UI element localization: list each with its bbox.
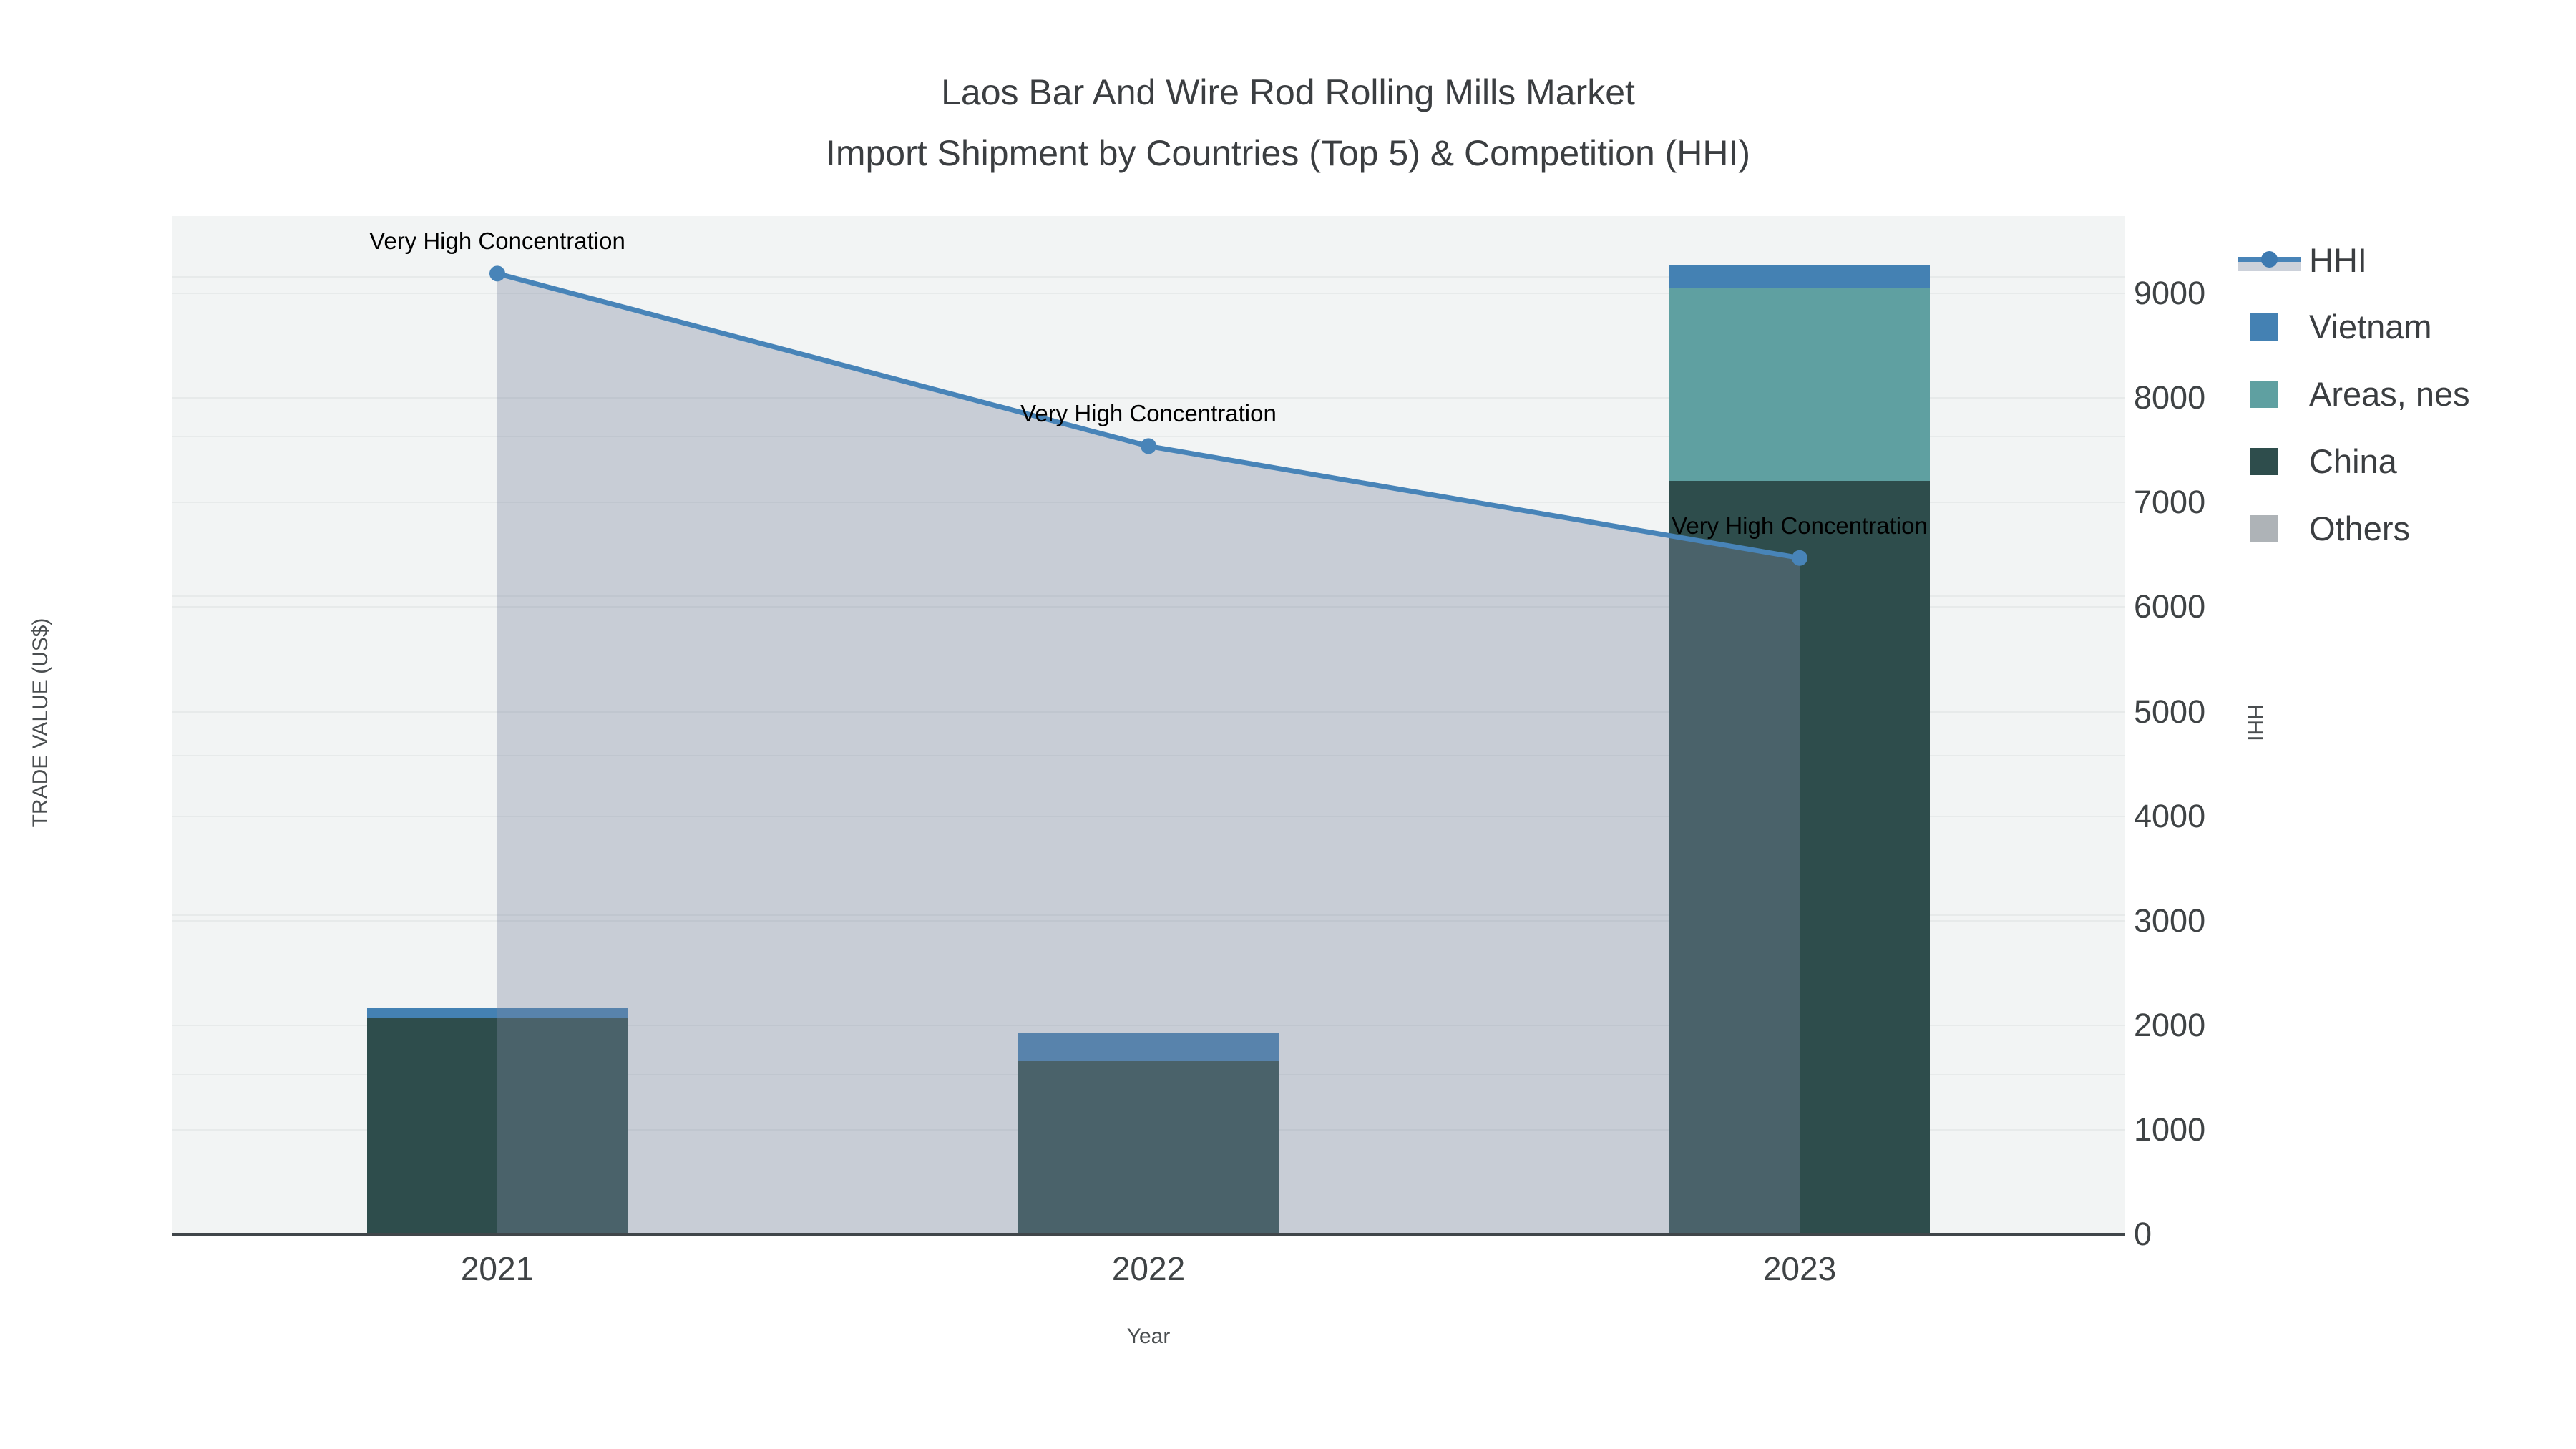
legend-item-areas-nes[interactable]: Areas, nes (2222, 374, 2574, 414)
legend-item-hhi[interactable]: HHI (2222, 240, 2574, 280)
annotation-2022: Very High Concentration (1020, 400, 1277, 427)
legend-swatch-others (2250, 515, 2278, 542)
y-right-tick-5000: 5000 (2134, 693, 2206, 730)
annotation-2023: Very High Concentration (1672, 512, 1928, 539)
x-tick-2023: 2023 (1762, 1250, 1837, 1287)
y-right-tick-6000: 6000 (2134, 588, 2206, 625)
bar-segment-china-2023[interactable] (1669, 481, 1930, 1234)
x-tick-2022: 2022 (1111, 1250, 1186, 1287)
legend-label-vietnam: Vietnam (2309, 308, 2432, 346)
gridline-left-100000 (172, 914, 2125, 916)
y-axis-right-title: HHI (2243, 704, 2267, 741)
gridline-left-150000 (172, 755, 2125, 756)
legend-swatch-china (2250, 448, 2278, 475)
legend-swatch-vietnam (2250, 313, 2278, 341)
x-axis-title: Year (1126, 1324, 1171, 1348)
chart-title-line2: Import Shipment by Countries (Top 5) & C… (825, 133, 1751, 173)
gridline-right-3000 (172, 919, 2125, 922)
bar-segment-china-2021[interactable] (367, 1018, 628, 1234)
legend-item-others[interactable]: Others (2222, 509, 2574, 549)
bar-segment-china-2022[interactable] (1018, 1060, 1279, 1234)
legend-hhi-line-icon (2238, 247, 2301, 274)
legend: HHI Vietnam Areas, nes China Others (2222, 225, 2574, 563)
bar-segment-vietnam-2023[interactable] (1669, 265, 1930, 288)
y-right-tick-3000: 3000 (2134, 902, 2206, 939)
y-axis-left-title: TRADE VALUE (US$) (29, 618, 52, 828)
bar-segment-vietnam-2021[interactable] (367, 1008, 628, 1019)
gridline-right-2000 (172, 1024, 2125, 1026)
annotation-2021: Very High Concentration (369, 228, 625, 255)
y-right-tick-7000: 7000 (2134, 484, 2206, 521)
y-right-tick-2000: 2000 (2134, 1006, 2206, 1043)
gridline-right-6000 (172, 606, 2125, 608)
x-tick-2021: 2021 (460, 1250, 535, 1287)
legend-label-others: Others (2309, 509, 2411, 547)
legend-label-hhi: HHI (2309, 241, 2367, 279)
gridline-left-200000 (172, 595, 2125, 597)
gridline-right-5000 (172, 711, 2125, 713)
x-axis-line (172, 1233, 2125, 1236)
legend-swatch-areas-nes (2250, 381, 2278, 408)
y-right-tick-4000: 4000 (2134, 797, 2206, 834)
legend-label-areas-nes: Areas, nes (2309, 375, 2470, 413)
y-right-tick-8000: 8000 (2134, 379, 2206, 416)
legend-item-china[interactable]: China (2222, 441, 2574, 482)
gridline-right-4000 (172, 815, 2125, 817)
y-right-tick-0: 0 (2134, 1216, 2152, 1252)
legend-hhi-marker-icon (2261, 251, 2278, 268)
chart-title-line1: Laos Bar And Wire Rod Rolling Mills Mark… (941, 72, 1635, 112)
legend-label-china: China (2309, 442, 2397, 480)
y-right-tick-9000: 9000 (2134, 275, 2206, 312)
bar-segment-vietnam-2022[interactable] (1018, 1033, 1279, 1061)
y-right-tick-1000: 1000 (2134, 1111, 2206, 1148)
legend-item-vietnam[interactable]: Vietnam (2222, 307, 2574, 347)
bar-segment-areas-nes-2023[interactable] (1669, 288, 1930, 482)
